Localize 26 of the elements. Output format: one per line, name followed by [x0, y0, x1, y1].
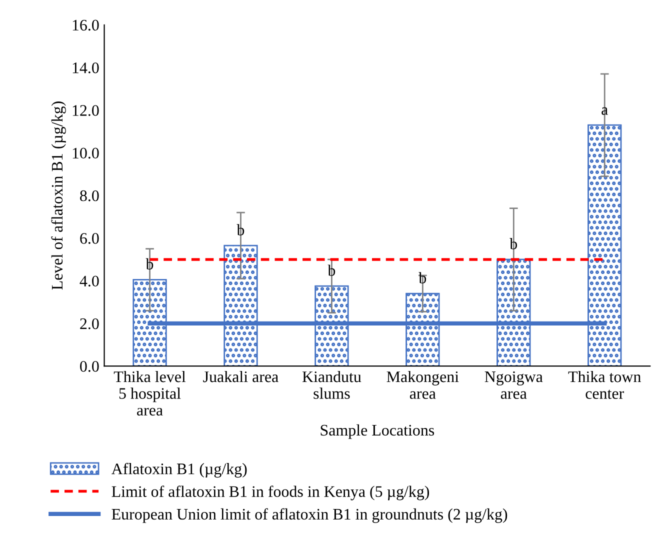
data-label: b — [236, 224, 244, 236]
x-axis-title: Sample Locations — [320, 424, 434, 439]
y-tick-label: 8.0 — [80, 190, 99, 202]
x-tick-label: Ngoigwa area — [484, 371, 543, 399]
legend-label: Aflatoxin B1 (µg/kg) — [111, 462, 247, 478]
x-tick-label: Juakali area — [203, 370, 278, 382]
data-label: b — [328, 264, 336, 276]
y-tick-label: 14.0 — [72, 62, 99, 74]
y-tick-label: 10.0 — [72, 148, 99, 159]
x-tick-label: Kiandutu slums — [302, 370, 362, 399]
y-tick-label: 4.0 — [80, 276, 99, 287]
legend-label: European Union limit of aflatoxin B1 in groundnuts (2 µg/kg) — [112, 508, 508, 523]
y-axis-title: Level of aflatoxin B1 (µg/kg) — [51, 102, 66, 290]
y-tick-label: 16.0 — [72, 20, 99, 31]
y-tick-label: 2.0 — [80, 318, 99, 330]
y-tick-label: 0.0 — [80, 361, 99, 372]
x-tick-label: Makongeni area — [386, 370, 459, 399]
x-tick-label: Thika town center — [568, 370, 641, 399]
y-tick-label: 6.0 — [80, 233, 99, 244]
data-label: a — [602, 107, 608, 115]
data-label: b — [510, 238, 518, 250]
data-label: b — [418, 272, 426, 284]
data-label: b — [146, 258, 154, 270]
y-tick-label: 12.0 — [72, 105, 99, 116]
x-tick-label: Thika level 5 hospital area — [114, 370, 186, 416]
legend-label: Limit of aflatoxin B1 in foods in Kenya (5 µg/kg) — [112, 486, 430, 500]
